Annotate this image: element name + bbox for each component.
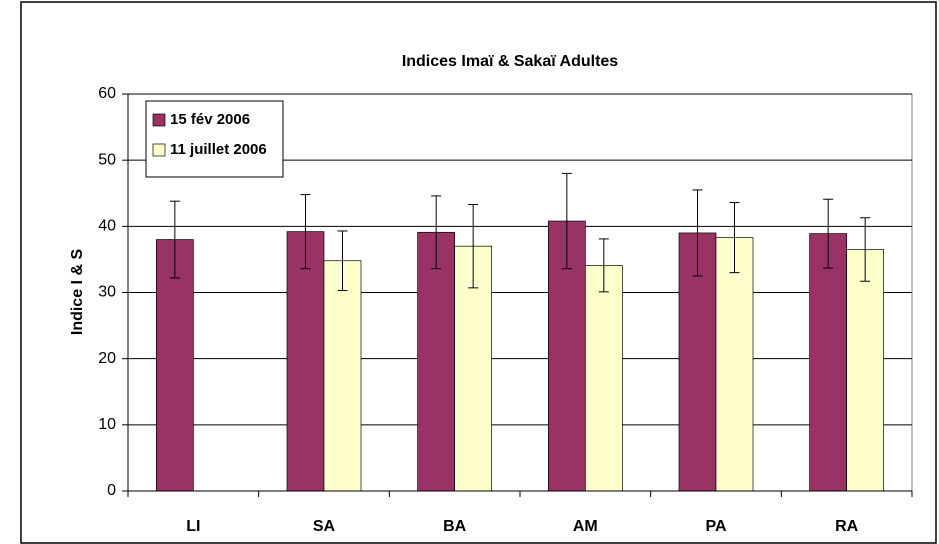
bar	[323, 260, 362, 492]
y-tick-label: 40	[98, 218, 116, 235]
x-tick-label: RA	[835, 518, 859, 535]
y-tick-label: 30	[98, 284, 116, 301]
bar	[809, 233, 848, 492]
legend-label: 15 fév 2006	[170, 111, 250, 128]
x-tick-label: LI	[186, 518, 200, 535]
y-axis-label: Indice I & S	[69, 249, 86, 336]
bar	[417, 231, 456, 492]
y-tick-label: 60	[98, 85, 116, 102]
legend-label: 11 juillet 2006	[170, 141, 267, 158]
bar	[584, 265, 623, 492]
legend	[145, 100, 284, 178]
bar	[715, 237, 754, 492]
x-tick-label: AM	[573, 518, 598, 535]
y-tick-label: 0	[107, 482, 116, 499]
bar	[286, 231, 325, 492]
legend-swatch	[152, 143, 166, 157]
x-tick-label: PA	[705, 518, 726, 535]
chart-title: Indices Imaï & Sakaï Adultes	[402, 53, 618, 70]
x-tick-label: SA	[313, 518, 336, 535]
y-tick-label: 20	[98, 350, 116, 367]
y-tick-label: 10	[98, 416, 116, 433]
x-tick-label: BA	[443, 518, 467, 535]
legend-swatch	[152, 113, 166, 127]
bar	[846, 249, 885, 492]
y-tick-label: 50	[98, 151, 116, 168]
